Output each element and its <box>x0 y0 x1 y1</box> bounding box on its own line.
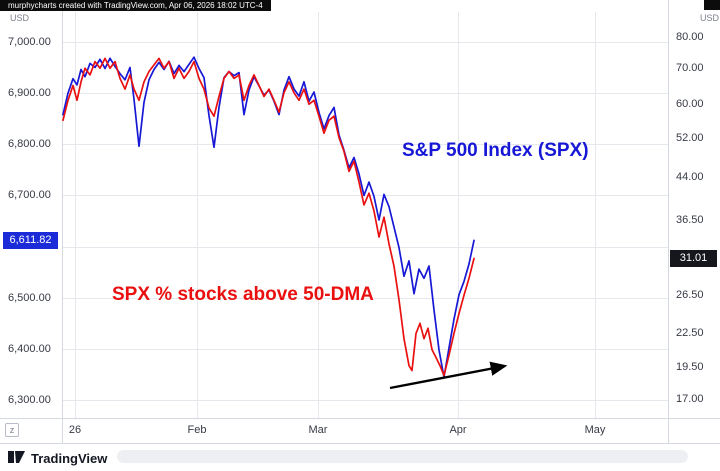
breadth-last-value-badge: 31.01 <box>670 250 717 267</box>
right-axis-tick: 22.50 <box>676 327 704 339</box>
horizontal-scrollbar[interactable] <box>117 450 688 463</box>
spx-last-price-badge: 6,611.82 <box>3 232 58 249</box>
time-axis[interactable]: 26 Feb Mar Apr May <box>0 418 720 443</box>
price-axis-right[interactable]: 80.00 70.00 60.00 52.00 44.00 36.50 26.50 22.50… <box>668 0 720 418</box>
trend-arrow[interactable] <box>389 361 508 390</box>
right-axis-tick: 52.00 <box>676 132 704 144</box>
price-axis-left[interactable]: 7,000.00 6,900.00 6,800.00 6,700.00 6,500.00… <box>0 0 62 418</box>
left-axis-tick: 6,400.00 <box>8 343 51 355</box>
time-axis-tick: Mar <box>308 424 328 436</box>
left-axis-tick: 7,000.00 <box>8 36 51 48</box>
right-axis-tick: 60.00 <box>676 98 704 110</box>
top-right-corner-box <box>704 0 720 10</box>
left-axis-tick: 6,900.00 <box>8 87 51 99</box>
left-axis-tick: 6,800.00 <box>8 138 51 150</box>
right-axis-tick: 44.00 <box>676 171 704 183</box>
time-axis-tick: May <box>584 424 606 436</box>
breadth-text-annotation[interactable]: SPX % stocks above 50-DMA <box>112 284 374 305</box>
footer-bar: TradingView <box>0 443 720 471</box>
timezone-button[interactable]: z <box>5 423 19 437</box>
left-axis-tick: 6,500.00 <box>8 292 51 304</box>
right-axis-tick: 26.50 <box>676 289 704 301</box>
right-axis-tick: 17.00 <box>676 393 704 405</box>
spx-line[interactable] <box>62 56 475 378</box>
breadth-line[interactable] <box>62 57 475 377</box>
attribution-bar: murphycharts created with TradingView.co… <box>0 0 271 11</box>
time-axis-tick: Apr <box>449 424 467 436</box>
right-axis-tick: 70.00 <box>676 62 704 74</box>
tradingview-logo[interactable]: TradingView <box>8 450 107 467</box>
right-axis-tick: 19.50 <box>676 361 704 373</box>
spx-text-annotation[interactable]: S&P 500 Index (SPX) <box>402 140 589 161</box>
time-axis-tick: Feb <box>187 424 207 436</box>
tradingview-logo-icon <box>8 450 26 467</box>
tradingview-logo-text: TradingView <box>31 451 108 466</box>
time-axis-tick: 26 <box>68 424 82 436</box>
left-axis-tick: 6,700.00 <box>8 189 51 201</box>
left-axis-currency-label: USD <box>10 13 30 23</box>
left-axis-tick: 6,300.00 <box>8 394 51 406</box>
right-axis-tick: 36.50 <box>676 214 704 226</box>
right-axis-currency-label: USD <box>700 13 720 23</box>
right-axis-tick: 80.00 <box>676 31 704 43</box>
